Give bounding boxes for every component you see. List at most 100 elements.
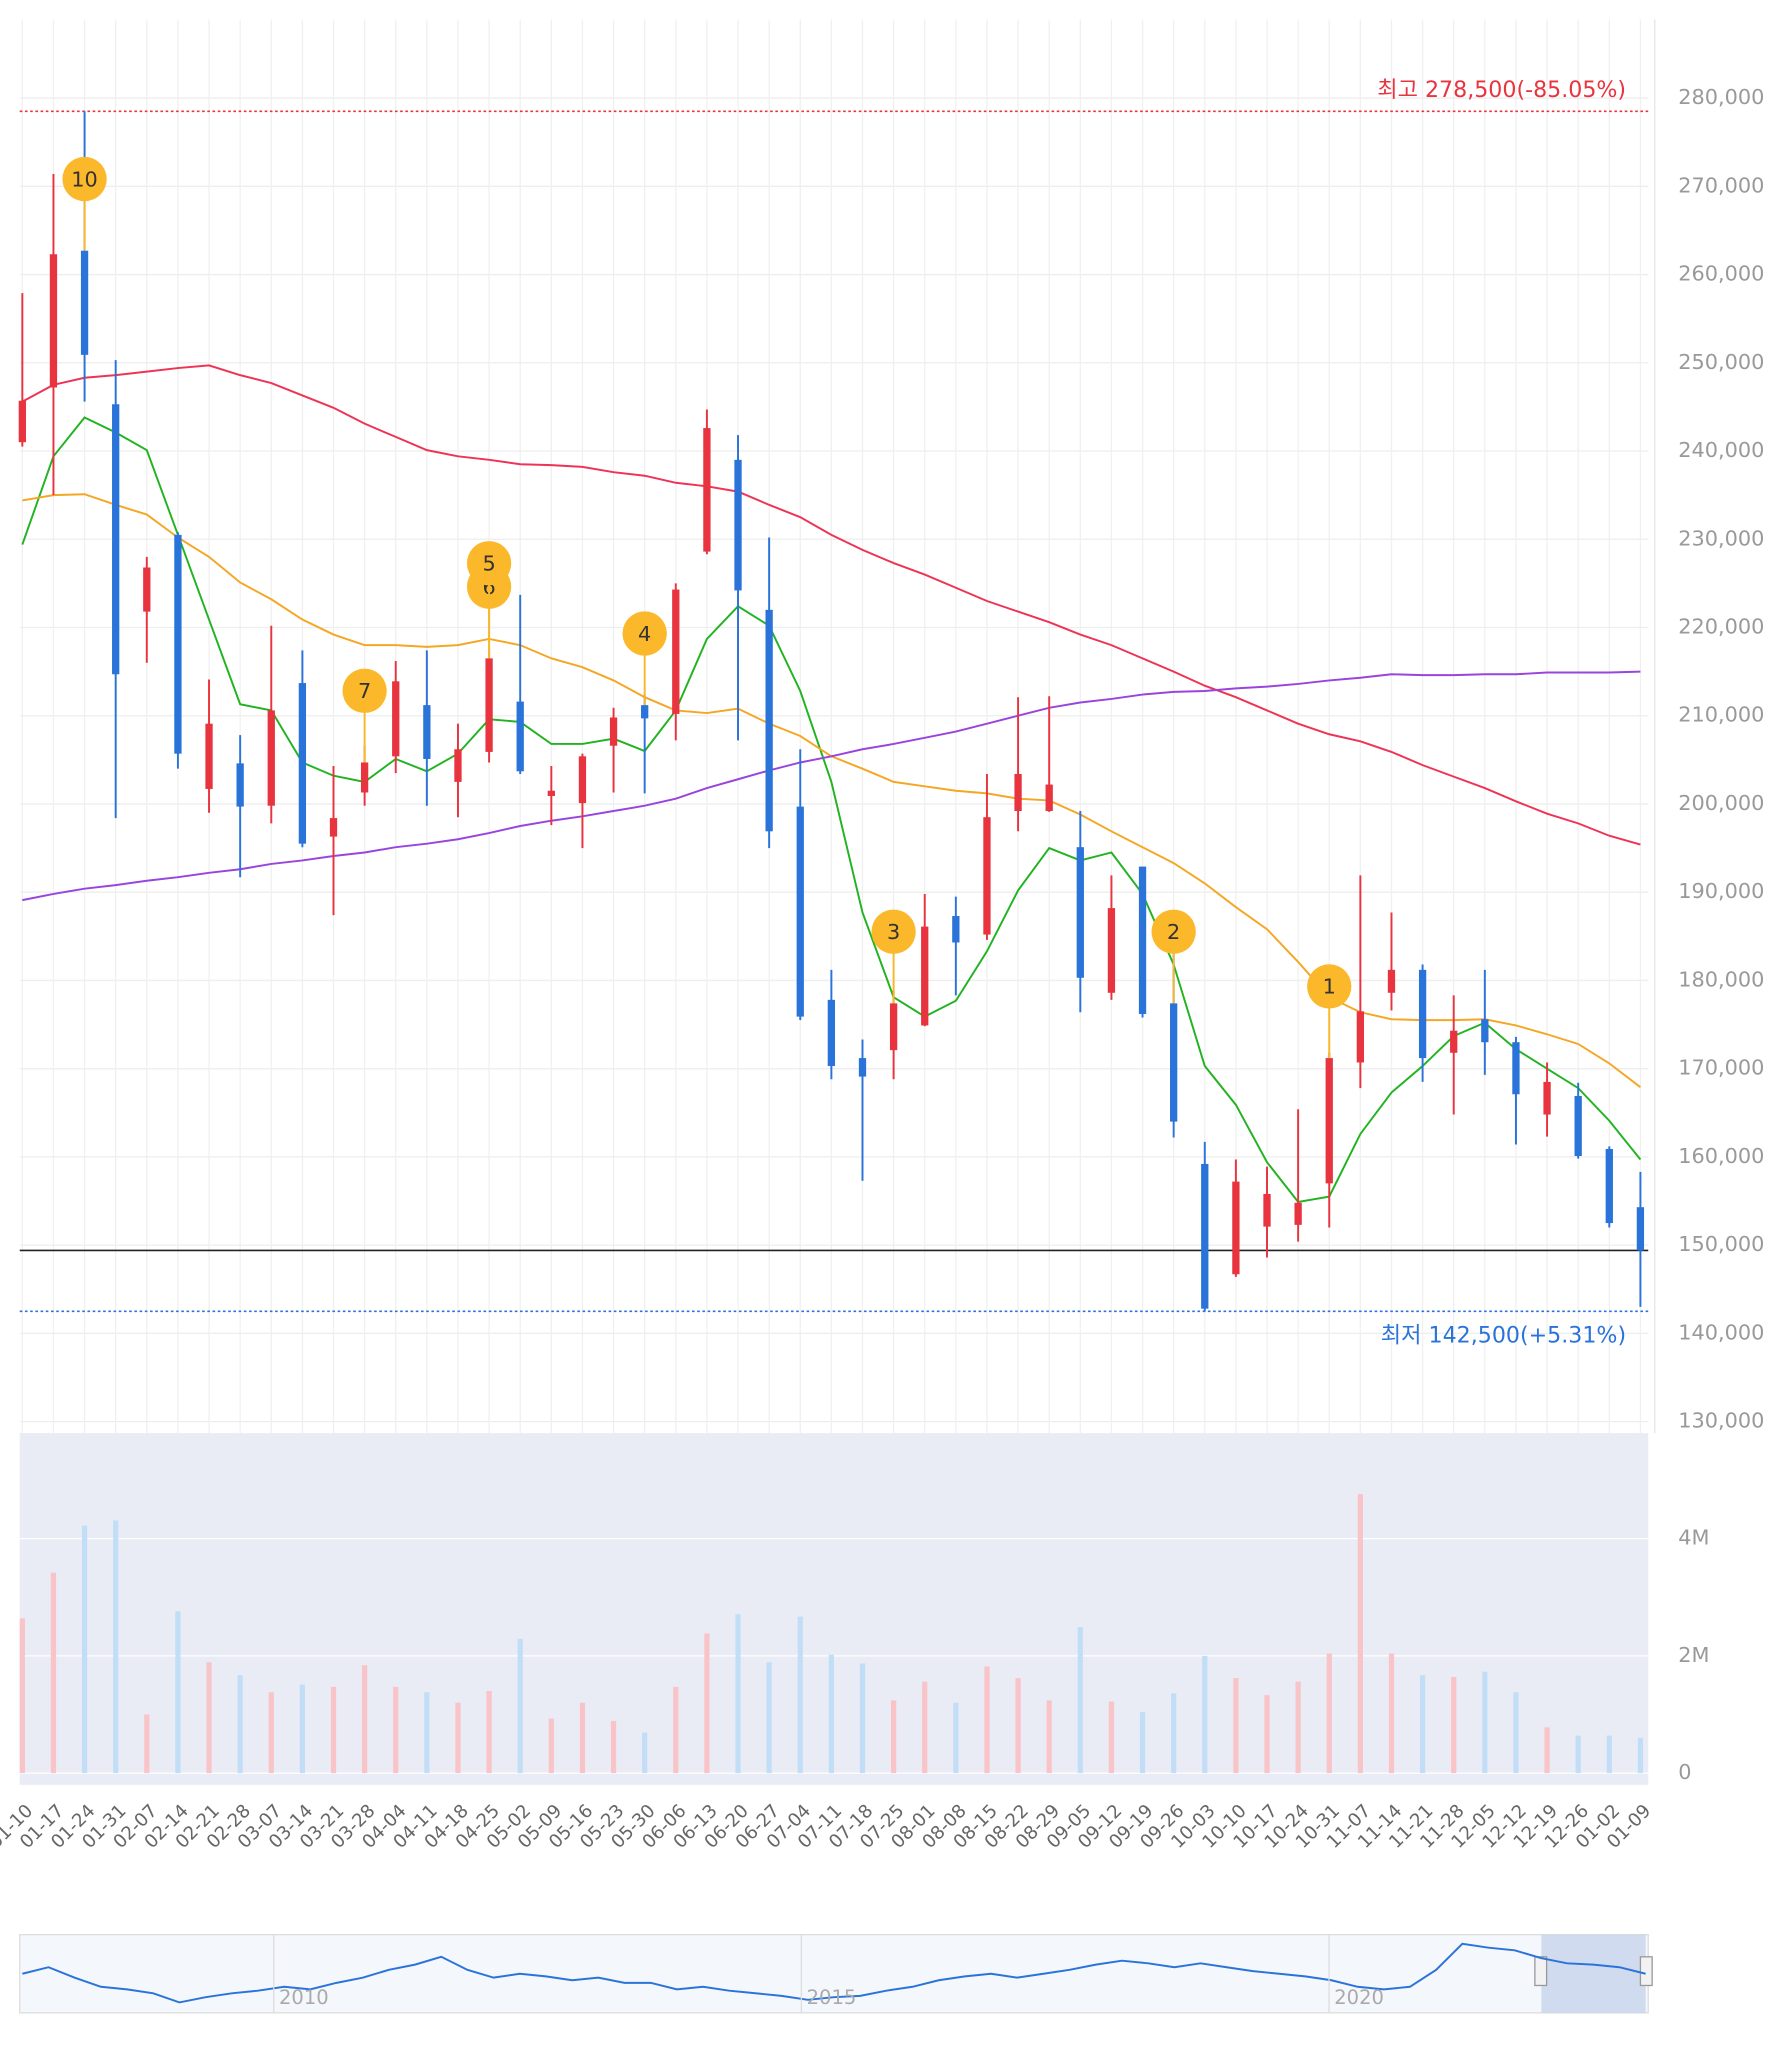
signal-marker-label: 2	[1167, 920, 1180, 944]
volume-bar	[1046, 1700, 1052, 1774]
volume-bar	[984, 1666, 990, 1774]
volume-bar	[424, 1692, 430, 1774]
candle-body	[1356, 1011, 1365, 1063]
volume-bar	[1575, 1735, 1581, 1774]
navigator-handle[interactable]	[1639, 1956, 1653, 1987]
candle-body	[454, 749, 462, 782]
navigator-selection[interactable]	[1541, 1934, 1646, 2013]
volume-bar	[610, 1720, 617, 1774]
volume-bar	[1606, 1735, 1612, 1774]
volume-bar	[1544, 1727, 1550, 1774]
volume-bar	[922, 1681, 928, 1774]
candle-body	[205, 723, 213, 789]
signal-marker-label: 5	[482, 552, 495, 576]
y-tick-label: 190,000	[1678, 879, 1764, 903]
y-tick-label: 210,000	[1678, 703, 1764, 727]
volume-bar	[113, 1520, 119, 1774]
signal-marker	[342, 668, 387, 713]
volume-bar	[1326, 1653, 1332, 1774]
volume-bar	[548, 1718, 554, 1774]
candle-body	[360, 762, 369, 793]
volume-bar	[330, 1686, 337, 1774]
volume-bar	[766, 1662, 772, 1774]
volume-bar	[19, 1618, 25, 1774]
volume-bar	[1139, 1712, 1146, 1774]
volume-bar	[1419, 1675, 1426, 1774]
candle-body	[112, 404, 120, 675]
volume-bar	[1108, 1701, 1115, 1774]
volume-bar	[144, 1714, 150, 1774]
volume-bar	[486, 1691, 492, 1774]
y-tick-label: 130,000	[1678, 1409, 1764, 1433]
candle-body	[1170, 1003, 1178, 1122]
candle-body	[1138, 866, 1147, 1014]
candle-body	[267, 710, 275, 806]
candle-body	[1294, 1202, 1302, 1225]
candle-body	[1481, 1019, 1489, 1043]
volume-bar	[1264, 1695, 1270, 1774]
signal-marker-label: 7	[358, 679, 371, 703]
candle-body	[827, 999, 836, 1067]
candle-body	[485, 658, 493, 752]
signal-marker-label: 10	[71, 167, 98, 191]
navigator-line	[22, 1942, 1646, 2004]
volume-bar	[175, 1611, 181, 1774]
signal-marker	[62, 156, 107, 202]
y-tick-label: 200,000	[1678, 791, 1764, 815]
volume-bar	[642, 1732, 648, 1774]
candle-body	[18, 400, 26, 443]
volume-bar	[1482, 1671, 1488, 1774]
volume-bar	[704, 1633, 710, 1774]
volume-bar	[268, 1692, 274, 1774]
volume-bar	[1233, 1678, 1239, 1774]
candle-body	[1574, 1096, 1582, 1157]
volume-bar	[455, 1702, 461, 1774]
navigator-panel	[19, 1934, 1649, 2014]
candle-body	[80, 250, 89, 355]
y-tick-label: 160,000	[1678, 1144, 1764, 1168]
moving-average-line	[22, 670, 1641, 902]
candle-body	[1605, 1148, 1613, 1224]
y-tick-label: 240,000	[1678, 438, 1764, 462]
candle-body	[1325, 1058, 1333, 1184]
volume-bar	[362, 1665, 368, 1774]
volume-bar	[206, 1662, 212, 1774]
navigator-label: 2020	[1334, 1986, 1384, 2009]
volume-tick-label: 2M	[1678, 1643, 1709, 1667]
candle-body	[1045, 784, 1053, 812]
navigator-label: 2010	[279, 1986, 329, 2009]
candle-body	[796, 806, 804, 1017]
candle-body	[1387, 969, 1396, 993]
candle-body	[516, 701, 524, 772]
signal-marker	[1307, 964, 1352, 1009]
y-tick-label: 140,000	[1678, 1320, 1764, 1344]
candle-body	[1076, 847, 1084, 978]
volume-bar	[237, 1675, 243, 1774]
y-tick-label: 280,000	[1678, 85, 1764, 109]
candle-body	[1636, 1207, 1645, 1251]
moving-average-line	[21, 364, 1641, 846]
volume-bar	[1171, 1693, 1177, 1774]
candle-body	[236, 763, 244, 807]
signal-marker-label: 1	[1323, 975, 1336, 999]
signal-marker	[871, 909, 916, 954]
candle-body	[1263, 1193, 1271, 1227]
candle-body	[1512, 1042, 1520, 1095]
y-tick-label: 220,000	[1678, 614, 1764, 638]
volume-bar	[1015, 1678, 1021, 1774]
candle-body	[672, 589, 680, 714]
volume-tick-label: 4M	[1678, 1526, 1709, 1550]
candle-body	[609, 717, 618, 746]
candle-body	[143, 567, 151, 612]
volume-bar	[673, 1686, 679, 1774]
navigator-handle[interactable]	[1534, 1956, 1548, 1987]
high-line-label: 최고 278,500(-85.05%)	[1377, 77, 1626, 103]
y-tick-label: 250,000	[1678, 350, 1764, 374]
candle-body	[765, 609, 773, 832]
signal-marker	[622, 611, 667, 656]
candle-body	[1201, 1163, 1209, 1309]
candle-body	[641, 705, 649, 719]
candle-body	[1107, 908, 1116, 993]
moving-average-line	[21, 416, 1642, 1203]
volume-bar	[953, 1702, 959, 1774]
